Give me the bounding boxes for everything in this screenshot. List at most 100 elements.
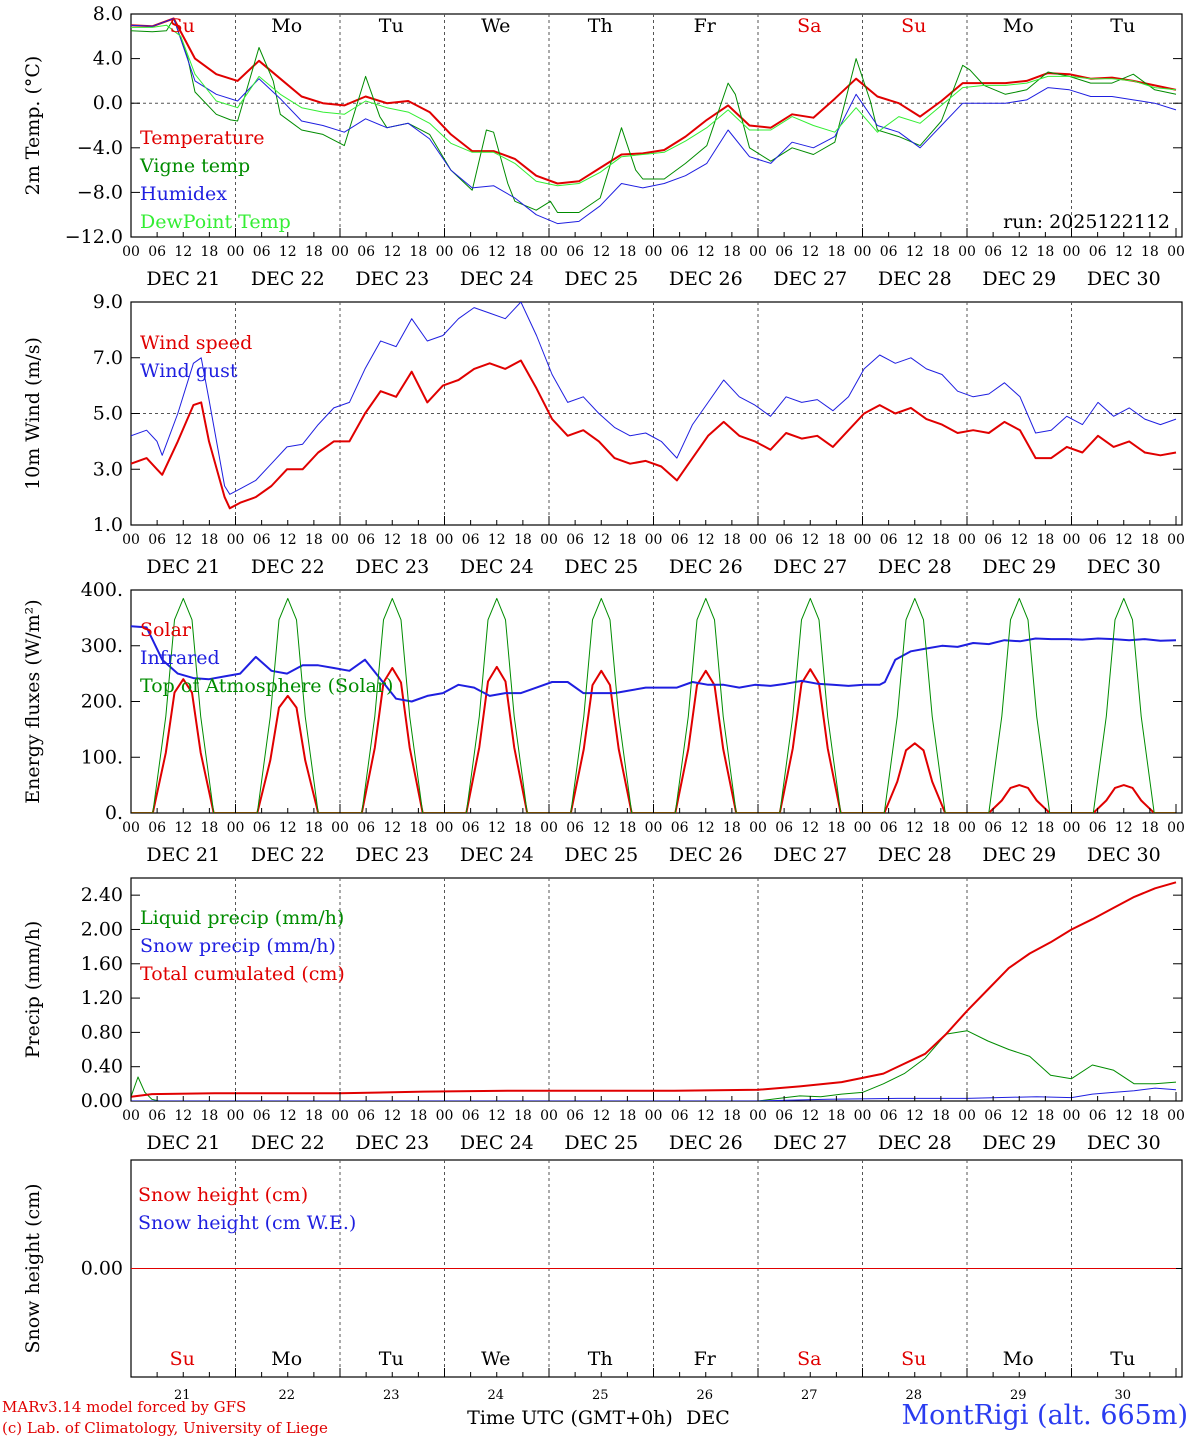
x-date-label: DEC 24 xyxy=(460,844,534,866)
x-hour-tick-label: 06 xyxy=(148,1108,166,1124)
day-name-label: Sa xyxy=(797,1348,821,1370)
x-hour-tick-label: 12 xyxy=(488,532,506,548)
legend-entry: Vigne temp xyxy=(139,155,250,177)
x-hour-tick-label: 18 xyxy=(1036,244,1054,260)
day-name-label: Th xyxy=(588,15,613,37)
x-date-label: DEC 21 xyxy=(146,268,220,290)
x-hour-tick-label: 12 xyxy=(801,532,819,548)
legend-entry: DewPoint Temp xyxy=(140,211,291,233)
y-tick-label: −8.0 xyxy=(77,181,123,203)
x-hour-tick-label: 12 xyxy=(279,1108,297,1124)
x-hour-tick-label: 12 xyxy=(801,244,819,260)
series-line-total-cumulated-cm xyxy=(131,881,1177,1098)
x-date-label: DEC 29 xyxy=(982,1132,1056,1154)
x-hour-tick-label: 12 xyxy=(801,820,819,836)
y-axis-title: Precip (mm/h) xyxy=(22,921,44,1059)
x-date-label: DEC 22 xyxy=(251,1132,325,1154)
x-hour-tick-label: 12 xyxy=(697,532,715,548)
x-hour-tick-label: 00 xyxy=(540,532,558,548)
x-hour-tick-label: 12 xyxy=(1010,532,1028,548)
x-date-label: DEC 21 xyxy=(146,844,220,866)
x-hour-tick-label: 06 xyxy=(1089,1108,1107,1124)
x-hour-tick-label: 18 xyxy=(305,1108,323,1124)
x-hour-tick-label: 12 xyxy=(697,244,715,260)
x-hour-tick-label: 00 xyxy=(1167,1108,1185,1124)
day-name-label: We xyxy=(481,15,510,37)
day-number-label: 22 xyxy=(278,1388,295,1403)
x-hour-tick-label: 12 xyxy=(906,820,924,836)
y-tick-label: 5.0 xyxy=(93,403,123,425)
run-annotation: run: 2025122112 xyxy=(1003,211,1170,233)
x-date-label: DEC 25 xyxy=(564,1132,638,1154)
day-name-label: Su xyxy=(901,1348,926,1370)
x-hour-tick-label: 06 xyxy=(984,244,1002,260)
x-hour-tick-label: 06 xyxy=(148,244,166,260)
x-hour-tick-label: 12 xyxy=(1115,820,1133,836)
y-tick-label: 9.0 xyxy=(93,291,123,313)
day-name-label: Tu xyxy=(1110,1348,1135,1370)
x-hour-tick-label: 06 xyxy=(148,532,166,548)
x-date-label: DEC 29 xyxy=(982,556,1056,578)
y-tick-label: 1.0 xyxy=(93,514,123,536)
x-date-label: DEC 26 xyxy=(669,1132,743,1154)
x-date-label: DEC 30 xyxy=(1087,844,1161,866)
x-hour-tick-label: 18 xyxy=(409,820,427,836)
x-date-label: DEC 26 xyxy=(669,268,743,290)
x-hour-tick-label: 00 xyxy=(854,532,872,548)
x-hour-tick-label: 12 xyxy=(174,244,192,260)
x-hour-tick-label: 06 xyxy=(566,820,584,836)
x-hour-tick-label: 06 xyxy=(984,1108,1002,1124)
x-hour-tick-label: 18 xyxy=(1036,820,1054,836)
y-tick-label: 0.00 xyxy=(81,1090,123,1112)
x-hour-tick-label: 18 xyxy=(827,532,845,548)
plot-frame xyxy=(130,13,1183,238)
x-date-label: DEC 29 xyxy=(982,844,1056,866)
x-hour-tick-label: 00 xyxy=(749,1108,767,1124)
x-hour-tick-label: 18 xyxy=(514,532,532,548)
panel-temp: 8.0 4.0 0.0 −4.0 −8.0 −12.0 2m Temp. (°C) Tempe… xyxy=(22,3,1183,248)
day-name-label: Mo xyxy=(271,1348,302,1370)
station-title: MontRigi (alt. 665m) xyxy=(901,1400,1188,1431)
day-name-label: Tu xyxy=(379,15,404,37)
x-hour-tick-label: 00 xyxy=(1167,532,1185,548)
y-axis-title: 10m Wind (m/s) xyxy=(22,337,44,490)
x-hour-tick-label: 00 xyxy=(645,820,663,836)
legend-entry: Solar xyxy=(140,619,192,641)
x-hour-tick-label: 12 xyxy=(488,1108,506,1124)
x-date-label: DEC 25 xyxy=(564,844,638,866)
x-hour-tick-label: 00 xyxy=(540,820,558,836)
x-date-label: DEC 27 xyxy=(773,844,847,866)
x-hour-tick-label: 00 xyxy=(645,244,663,260)
x-hour-tick-label: 00 xyxy=(1167,820,1185,836)
x-hour-tick-label: 06 xyxy=(462,820,480,836)
plot-frame xyxy=(130,589,1183,814)
y-tick-label: 0.80 xyxy=(81,1021,123,1043)
x-hour-tick-label: 00 xyxy=(854,820,872,836)
legend-entry: Top of Atmosphere (Solar) xyxy=(140,675,393,697)
x-hour-tick-label: 06 xyxy=(1089,244,1107,260)
x-hour-tick-label: 00 xyxy=(854,244,872,260)
x-hour-tick-label: 18 xyxy=(1036,1108,1054,1124)
panel-snow: 0.00 Snow height (cm) Snow height (cm) Snow… xyxy=(22,1159,1183,1429)
x-hour-tick-label: 00 xyxy=(227,244,245,260)
day-name-label: Mo xyxy=(271,15,302,37)
x-hour-tick-label: 12 xyxy=(592,244,610,260)
x-hour-tick-label: 00 xyxy=(436,244,454,260)
legend-entry: Wind gust xyxy=(140,360,238,382)
x-hour-tick-label: 18 xyxy=(305,532,323,548)
x-hour-tick-label: 00 xyxy=(645,532,663,548)
x-date-label: DEC 21 xyxy=(146,556,220,578)
x-hour-tick-label: 00 xyxy=(331,532,349,548)
x-hour-tick-label: 12 xyxy=(592,532,610,548)
x-date-label: DEC 22 xyxy=(251,844,325,866)
x-hour-tick-label: 18 xyxy=(200,1108,218,1124)
x-hour-tick-label: 06 xyxy=(984,532,1002,548)
x-hour-tick-label: 06 xyxy=(775,244,793,260)
y-tick-label: 7.0 xyxy=(93,347,123,369)
x-hour-tick-label: 12 xyxy=(1115,532,1133,548)
x-hour-tick-label: 18 xyxy=(409,1108,427,1124)
x-hour-tick-label: 18 xyxy=(409,244,427,260)
x-date-label: DEC 25 xyxy=(564,556,638,578)
series-line-dewpoint-temp xyxy=(131,24,1177,187)
x-date-label: DEC 28 xyxy=(878,1132,952,1154)
